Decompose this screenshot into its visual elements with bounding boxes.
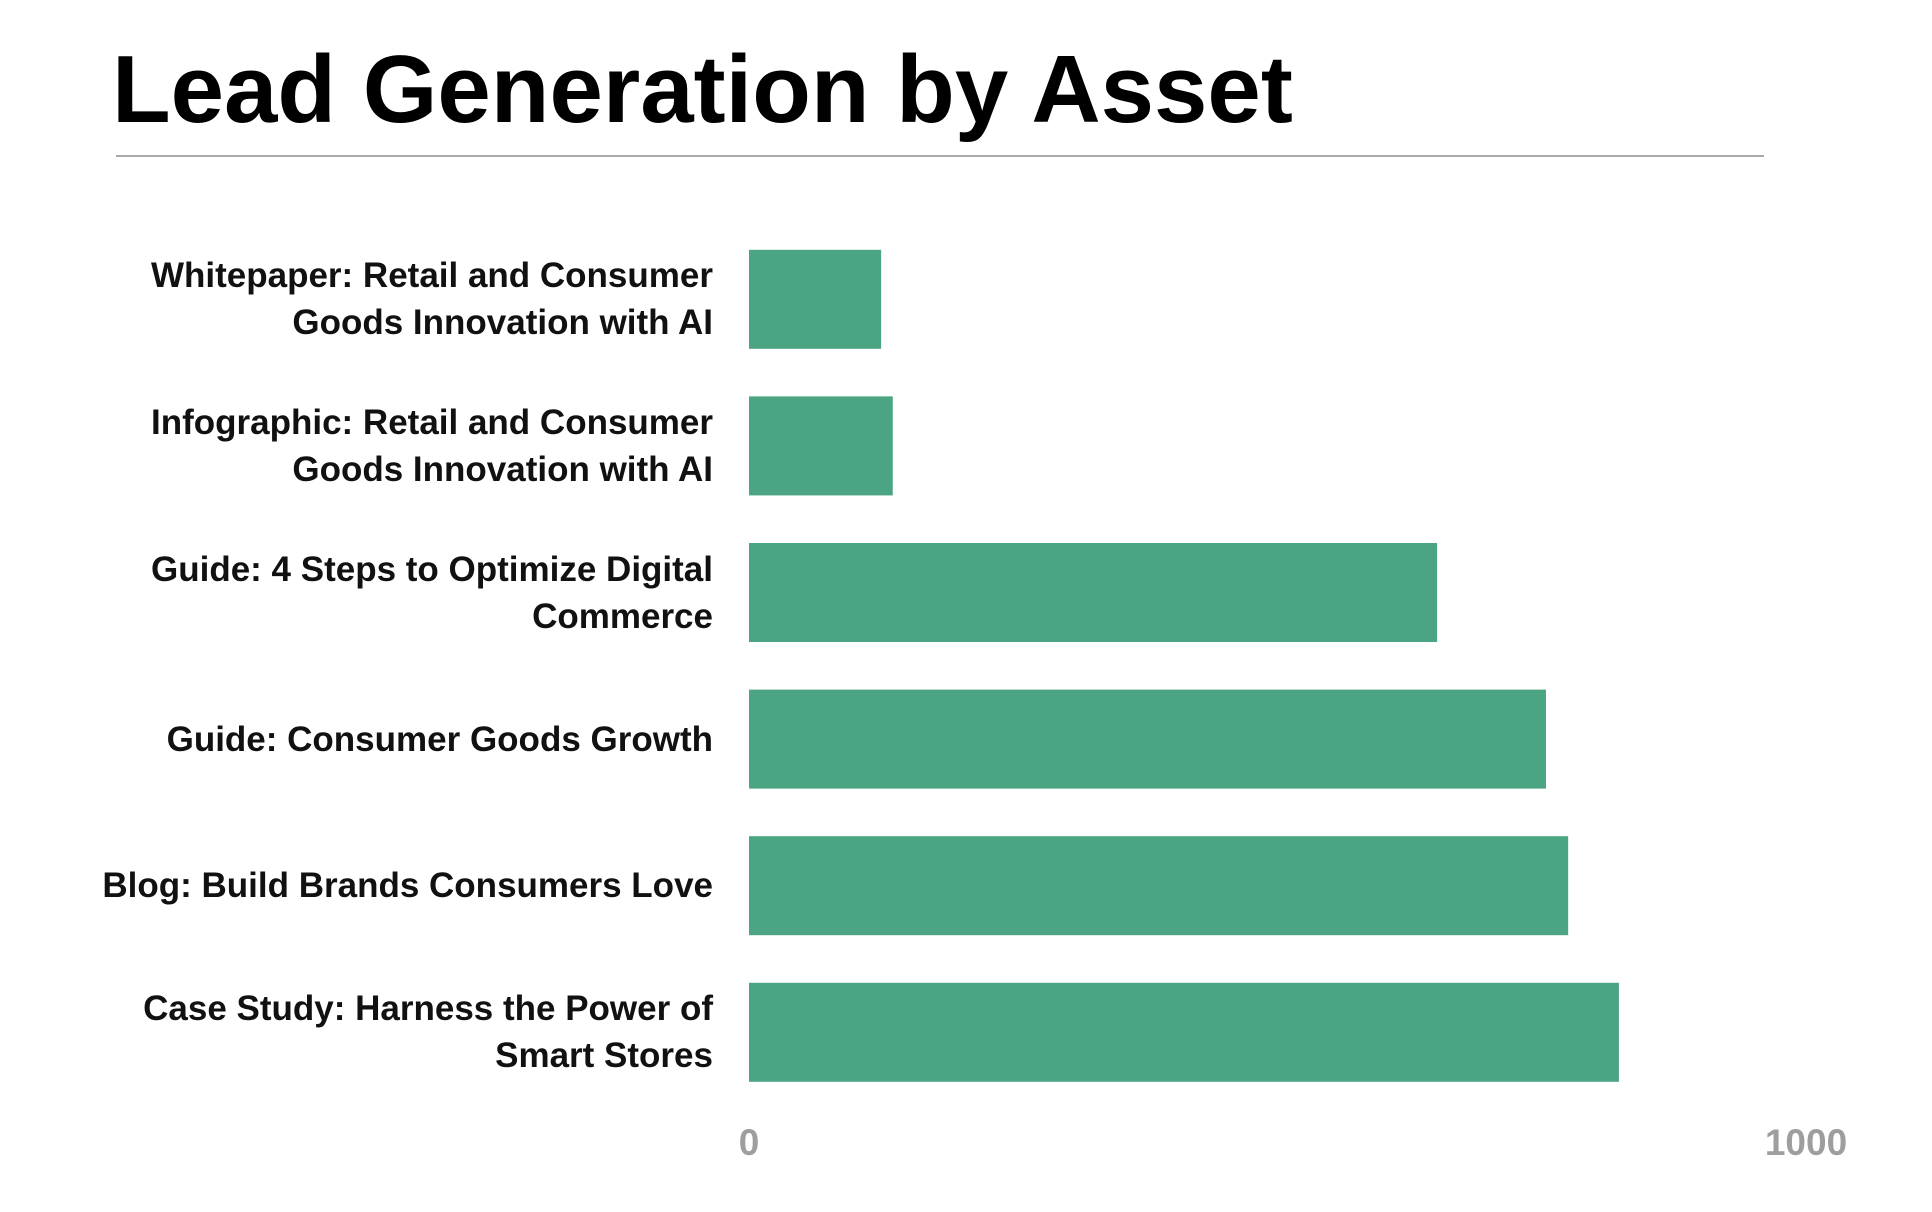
bar: [749, 836, 1569, 936]
x-tick-label: 1000: [1765, 1122, 1847, 1163]
y-tick-label: Blog: Build Brands Consumers Love: [102, 866, 713, 906]
bar: [749, 396, 893, 496]
bar: [749, 982, 1619, 1082]
y-tick-label: Guide: Consumer Goods Growth: [166, 719, 713, 759]
bar: [749, 543, 1438, 642]
y-tick-label: Case Study: Harness the Power of Smart S…: [143, 989, 713, 1076]
bar: [749, 249, 882, 349]
bar: [749, 689, 1546, 789]
y-tick-label: Guide: 4 Steps to Optimize Digital Comme…: [151, 549, 713, 636]
y-tick-label: Infographic: Retail and Consumer Goods I…: [151, 402, 713, 489]
y-tick-label: Whitepaper: Retail and Consumer Goods In…: [150, 256, 713, 343]
chart-title: Lead Generation by Asset: [112, 36, 1293, 143]
x-tick-label: 0: [739, 1122, 760, 1163]
